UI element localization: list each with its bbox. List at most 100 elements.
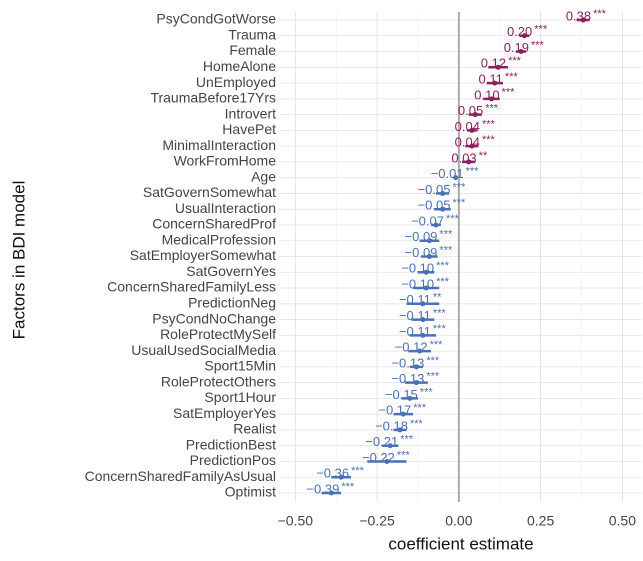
y-tick-label: MinimalInteraction bbox=[162, 137, 276, 153]
point bbox=[413, 364, 419, 370]
y-tick-label: Realist bbox=[233, 421, 276, 437]
point bbox=[580, 17, 586, 23]
point bbox=[521, 33, 527, 39]
point bbox=[489, 96, 495, 102]
significance-label: *** bbox=[482, 118, 496, 130]
value-label: 0.11 bbox=[478, 72, 502, 87]
significance-label: *** bbox=[446, 213, 460, 225]
value-label: −0.36 bbox=[316, 466, 349, 481]
y-tick-label: Introvert bbox=[225, 105, 276, 121]
y-tick-label: MedicalProfession bbox=[162, 231, 276, 247]
point bbox=[453, 175, 459, 181]
value-label: 0.04 bbox=[455, 119, 480, 134]
value-label: 0.12 bbox=[481, 56, 506, 71]
value-label: −0.05 bbox=[418, 198, 451, 213]
value-label: −0.05 bbox=[418, 182, 451, 197]
value-label: −0.17 bbox=[378, 403, 411, 418]
y-tick-label: SatEmployerSomewhat bbox=[130, 247, 276, 263]
significance-label: *** bbox=[593, 8, 607, 20]
y-tick-label: Optimist bbox=[225, 484, 276, 500]
significance-label: *** bbox=[397, 449, 411, 461]
y-tick-label: PredictionNeg bbox=[188, 295, 276, 311]
point bbox=[469, 143, 475, 149]
point bbox=[400, 411, 406, 417]
value-label: −0.09 bbox=[405, 245, 438, 260]
y-tick-label: ConcernSharedFamilyAsUsual bbox=[85, 468, 276, 484]
y-tick-label: SatGovernSomewhat bbox=[143, 184, 276, 200]
y-tick-label: Sport15Min bbox=[204, 358, 276, 374]
significance-label: *** bbox=[439, 229, 453, 241]
significance-label: *** bbox=[400, 434, 414, 446]
point bbox=[440, 206, 446, 212]
point bbox=[518, 49, 524, 55]
value-label: −0.39 bbox=[306, 481, 339, 496]
y-tick-label: ConcernSharedProf bbox=[152, 216, 276, 232]
y-tick-label: UnEmployed bbox=[196, 74, 276, 90]
point bbox=[423, 269, 429, 275]
y-tick-label: HavePet bbox=[222, 121, 276, 137]
y-tick-label: UsualUsedSocialMedia bbox=[131, 342, 276, 358]
y-tick-label: WorkFromHome bbox=[174, 153, 277, 169]
y-axis-label: Factors in BDI model bbox=[9, 181, 28, 340]
x-tick-label: 0.25 bbox=[527, 513, 554, 529]
significance-label: *** bbox=[410, 418, 424, 430]
y-tick-label: RoleProtectOthers bbox=[161, 373, 276, 389]
value-label: −0.15 bbox=[385, 387, 418, 402]
point bbox=[426, 238, 432, 244]
significance-label: *** bbox=[420, 386, 434, 398]
y-tick-label: Trauma bbox=[228, 26, 276, 42]
point bbox=[407, 395, 413, 401]
value-label: −0.11 bbox=[399, 324, 431, 339]
point bbox=[420, 301, 426, 307]
point bbox=[466, 159, 472, 165]
point bbox=[397, 427, 403, 433]
y-tick-label: PredictionPos bbox=[190, 452, 276, 468]
x-tick-label: −0.50 bbox=[278, 513, 314, 529]
significance-label: *** bbox=[433, 307, 447, 319]
point bbox=[492, 80, 498, 86]
significance-label: ** bbox=[433, 292, 442, 304]
point bbox=[469, 127, 475, 133]
point bbox=[413, 380, 419, 386]
significance-label: *** bbox=[453, 181, 467, 193]
value-label: −0.18 bbox=[375, 418, 408, 433]
significance-label: *** bbox=[430, 339, 444, 351]
point bbox=[433, 222, 439, 228]
value-label: 0.04 bbox=[455, 135, 480, 150]
x-tick-label: 0.00 bbox=[445, 513, 472, 529]
significance-label: *** bbox=[436, 260, 450, 272]
x-tick-label: 0.50 bbox=[609, 513, 636, 529]
point bbox=[440, 190, 446, 196]
point bbox=[495, 64, 501, 70]
y-tick-label: Female bbox=[229, 42, 276, 58]
significance-label: *** bbox=[534, 24, 548, 36]
significance-label: *** bbox=[341, 481, 355, 493]
significance-label: *** bbox=[433, 323, 447, 335]
value-label: −0.11 bbox=[399, 308, 431, 323]
significance-label: *** bbox=[426, 355, 440, 367]
significance-label: *** bbox=[482, 134, 496, 146]
significance-label: *** bbox=[453, 197, 467, 209]
significance-label: *** bbox=[505, 71, 519, 83]
y-tick-label: PredictionBest bbox=[186, 436, 276, 452]
x-axis-label: coefficient estimate bbox=[388, 534, 533, 553]
value-label: −0.10 bbox=[401, 276, 434, 291]
significance-label: ** bbox=[479, 150, 488, 162]
y-tick-label: TraumaBefore17Yrs bbox=[150, 90, 276, 106]
point bbox=[384, 458, 390, 464]
point bbox=[472, 112, 478, 118]
significance-label: *** bbox=[413, 402, 427, 414]
value-label: −0.22 bbox=[362, 450, 395, 465]
y-tick-label: Age bbox=[251, 168, 276, 184]
y-tick-label: PsyCondGotWorse bbox=[156, 11, 276, 27]
value-label: 0.38 bbox=[566, 8, 591, 23]
value-label: −0.09 bbox=[405, 229, 438, 244]
value-label: −0.01 bbox=[431, 166, 464, 181]
point bbox=[417, 348, 423, 354]
significance-label: *** bbox=[466, 166, 480, 178]
value-label: 0.10 bbox=[474, 87, 499, 102]
value-label: −0.13 bbox=[391, 355, 424, 370]
point bbox=[423, 285, 429, 291]
y-tick-label: ConcernSharedFamilyLess bbox=[107, 279, 276, 295]
significance-label: *** bbox=[508, 55, 522, 67]
